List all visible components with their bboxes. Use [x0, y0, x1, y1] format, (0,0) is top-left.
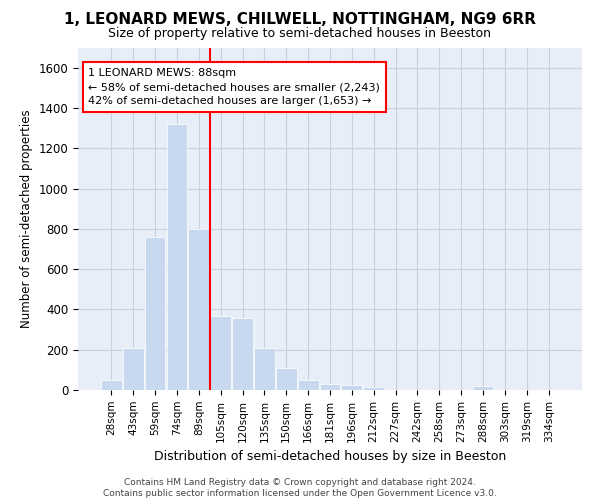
Bar [232, 318, 253, 390]
Bar [210, 316, 231, 390]
Bar [341, 385, 362, 390]
Bar [167, 124, 187, 390]
Text: Size of property relative to semi-detached houses in Beeston: Size of property relative to semi-detach… [109, 28, 491, 40]
Bar [473, 386, 493, 390]
Text: Contains HM Land Registry data © Crown copyright and database right 2024.
Contai: Contains HM Land Registry data © Crown c… [103, 478, 497, 498]
Text: 1, LEONARD MEWS, CHILWELL, NOTTINGHAM, NG9 6RR: 1, LEONARD MEWS, CHILWELL, NOTTINGHAM, N… [64, 12, 536, 28]
Bar [123, 348, 143, 390]
Bar [145, 237, 166, 390]
Bar [320, 384, 340, 390]
Bar [298, 380, 319, 390]
Text: 1 LEONARD MEWS: 88sqm
← 58% of semi-detached houses are smaller (2,243)
42% of s: 1 LEONARD MEWS: 88sqm ← 58% of semi-deta… [88, 68, 380, 106]
Bar [364, 387, 384, 390]
X-axis label: Distribution of semi-detached houses by size in Beeston: Distribution of semi-detached houses by … [154, 450, 506, 463]
Bar [254, 348, 275, 390]
Y-axis label: Number of semi-detached properties: Number of semi-detached properties [20, 110, 33, 328]
Bar [276, 368, 296, 390]
Bar [188, 229, 209, 390]
Bar [101, 380, 122, 390]
